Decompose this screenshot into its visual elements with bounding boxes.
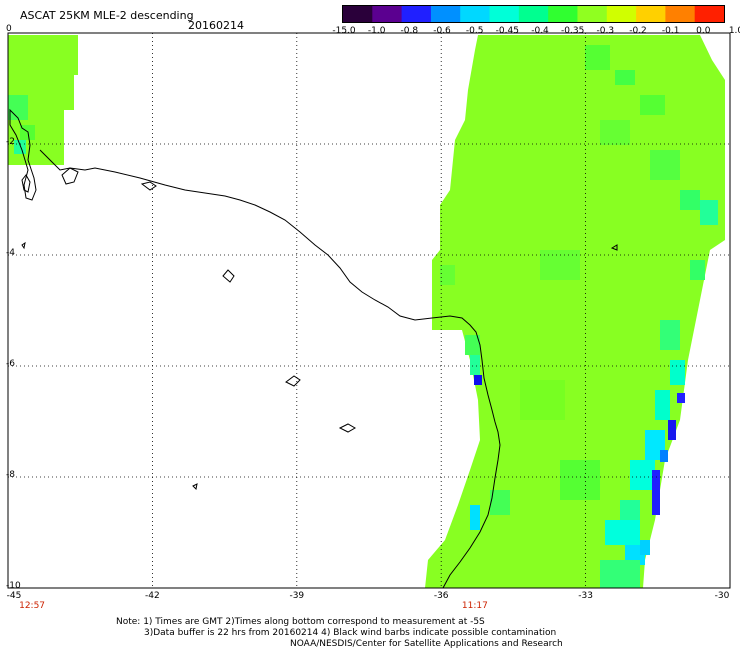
island-outline: [140, 181, 157, 191]
island-outline: [21, 174, 31, 193]
swath-cell: [560, 460, 600, 500]
island-outline: [9, 108, 37, 201]
island-outline: [61, 167, 79, 185]
colorbar-label: -0.2: [629, 26, 647, 36]
colorbar-label: -0.45: [495, 26, 519, 36]
swath-cell: [680, 190, 700, 210]
colorbar-segment: [606, 6, 637, 22]
swath-cell: [490, 490, 510, 515]
swath-cell: [465, 335, 480, 355]
colorbar-label: -0.35: [561, 26, 585, 36]
note-line-2: 3)Data buffer is 22 hrs from 20160214 4)…: [144, 628, 557, 638]
colorbar-label: -0.1: [661, 26, 680, 36]
colorbar-label: 1.0: [728, 26, 740, 36]
x-tick-label: -36: [433, 591, 449, 601]
swath-cell: [690, 260, 705, 280]
swath-cell: [520, 380, 565, 420]
y-tick-label: -4: [6, 248, 15, 258]
swath-cell: [620, 500, 640, 520]
map-title: ASCAT 25KM MLE-2 descending: [20, 9, 194, 22]
map-date: 20160214: [188, 19, 244, 32]
swath-cell: [540, 250, 580, 280]
swath-cell: [640, 95, 665, 115]
swath-cell: [474, 375, 482, 385]
colorbar-segment: [577, 6, 608, 22]
swath-cell: [14, 140, 26, 154]
coastline: [9, 108, 618, 589]
map-frame: [7, 32, 731, 589]
swath-cell: [668, 420, 676, 440]
swath-cell: [470, 355, 480, 375]
swath-cell: [652, 470, 660, 515]
swath-cell: [605, 520, 640, 545]
colorbar-segment: [489, 6, 520, 22]
swath-left: [8, 35, 78, 165]
colorbar-label: -0.3: [596, 26, 615, 36]
time-label: 11:17: [461, 601, 488, 611]
note-line-1: Note: 1) Times are GMT 2)Times along bot…: [116, 617, 485, 627]
colorbar-segment: [636, 6, 666, 22]
swath-cell: [8, 95, 28, 120]
swath-cell: [600, 560, 640, 588]
coastline-path: [39, 149, 501, 589]
swath-cell: [670, 360, 685, 385]
swath-cell: [470, 505, 480, 530]
colorbar-segment: [665, 6, 696, 22]
x-tick-label: -33: [578, 591, 593, 601]
colorbar-label: -0.4: [531, 26, 549, 36]
colorbar: [342, 5, 725, 23]
colorbar-labels: -15.0 -1.0 -0.8 -0.6 -0.5 -0.45 -0.4 -0.35 -0.3 -…: [330, 26, 740, 38]
swath-cell: [20, 125, 35, 140]
swath-cell: [440, 265, 455, 285]
swath-cell: [700, 200, 718, 225]
island-outline: [285, 375, 301, 387]
colorbar-segment: [548, 6, 578, 22]
colorbar-segment: [372, 6, 403, 22]
x-tick-label: -30: [714, 591, 730, 601]
gridlines: [8, 33, 730, 588]
swath-cell: [585, 45, 610, 70]
y-tick-label: -10: [6, 581, 21, 591]
swath-cell: [660, 450, 668, 462]
island-outline: [610, 244, 618, 251]
colorbar-label: -1.0: [367, 26, 386, 36]
island-outline: [338, 423, 357, 433]
time-label: 12:57: [19, 601, 46, 611]
colorbar-segment: [694, 6, 724, 22]
swath-right: [425, 35, 725, 588]
swath-cell: [677, 393, 685, 403]
island-outline: [222, 269, 235, 283]
colorbar-label: 0.0: [696, 26, 711, 36]
swath-cell: [660, 320, 680, 350]
swath-cell: [600, 120, 630, 145]
colorbar-label: -0.5: [465, 26, 484, 36]
island-outline: [192, 483, 198, 491]
colorbar-segment: [430, 6, 461, 22]
swath-cell: [655, 390, 670, 420]
colorbar-segment: [401, 6, 432, 22]
y-tick-label: 0: [6, 24, 12, 34]
colorbar-segment: [518, 6, 549, 22]
swath-cell: [650, 150, 680, 180]
colorbar-segment: [343, 6, 373, 22]
colorbar-label: -0.6: [433, 26, 451, 36]
colorbar-label: -0.8: [400, 26, 419, 36]
swath-cell: [640, 540, 650, 555]
note-line-3: NOAA/NESDIS/Center for Satellite Applica…: [290, 639, 563, 649]
x-tick-label: -39: [289, 591, 305, 601]
x-tick-label: -42: [145, 591, 160, 601]
y-tick-label: -2: [6, 137, 15, 147]
colorbar-label: -15.0: [332, 26, 356, 36]
x-tick-label: -45: [6, 591, 22, 601]
y-tick-label: -6: [6, 359, 15, 369]
colorbar-segment: [460, 6, 491, 22]
swath-cell: [615, 70, 635, 85]
y-tick-label: -8: [6, 470, 15, 480]
island-outline: [21, 241, 26, 250]
swath-cell: [630, 460, 655, 490]
